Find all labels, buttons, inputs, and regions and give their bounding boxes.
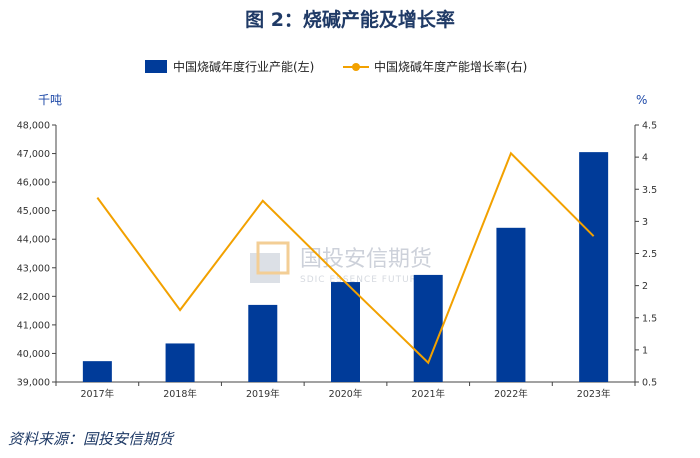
y-right-tick-label: 1.5	[642, 313, 657, 324]
source-note: 资料来源：国投安信期货	[8, 430, 174, 448]
legend-bar-label: 中国烧碱年度行业产能(左)	[173, 59, 314, 74]
x-tick-label: 2020年	[329, 388, 363, 400]
x-ticks: 2017年 2018年 2019年 2020年 2021年 2022年 2023年	[55, 382, 636, 400]
y-left-tick-label: 43,000	[17, 263, 50, 274]
y-left-unit: 千吨	[38, 93, 62, 107]
watermark-logo-frame	[256, 241, 290, 275]
x-tick-label: 2022年	[494, 388, 528, 400]
bar	[331, 282, 360, 382]
legend-line-label: 中国烧碱年度产能增长率(右)	[374, 59, 527, 74]
bar	[579, 152, 609, 382]
y-left-tick-label: 44,000	[17, 235, 50, 246]
y-left-tick-label: 40,000	[17, 349, 50, 360]
x-tick-label: 2019年	[246, 388, 280, 400]
x-tick-label: 2021年	[411, 388, 445, 400]
y-right-unit: %	[636, 93, 647, 107]
y-right-tick-label: 2.5	[642, 249, 657, 260]
series-line	[96, 151, 595, 365]
y-left-ticks: 39,000 40,000 41,000 42,000 43,000 44,000 45,0…	[17, 121, 56, 389]
y-right-tick-label: 4.5	[642, 121, 657, 132]
bar	[82, 361, 112, 382]
y-right-tick-label: 3	[642, 217, 648, 228]
bar-series	[82, 152, 609, 382]
y-right-tick-label: 1	[642, 345, 648, 356]
y-right-ticks: 0.5 1 1.5 2 2.5 3 3.5 4 4.5	[635, 121, 657, 389]
bar	[165, 343, 195, 382]
watermark-text: 国投安信期货	[300, 247, 432, 272]
y-left-tick-label: 46,000	[17, 178, 50, 189]
bar	[496, 227, 526, 382]
y-right-tick-label: 2	[642, 281, 648, 292]
y-left-tick-label: 41,000	[17, 320, 50, 331]
y-left-tick-label: 48,000	[17, 121, 50, 132]
x-tick-label: 2018年	[163, 388, 197, 400]
line-series	[96, 151, 595, 365]
legend: 中国烧碱年度行业产能(左) 中国烧碱年度产能增长率(右)	[145, 59, 527, 74]
y-left-tick-label: 47,000	[17, 149, 50, 160]
legend-bar-swatch	[145, 60, 167, 73]
legend-line-marker	[352, 63, 360, 71]
y-left-tick-label: 42,000	[17, 292, 50, 303]
y-right-tick-label: 0.5	[642, 378, 657, 389]
chart-title: 图 2：烧碱产能及增长率	[245, 8, 455, 31]
x-tick-label: 2017年	[81, 388, 115, 400]
watermark-sub: SDIC ESSENCE FUTURES	[300, 275, 430, 285]
watermark-logo	[250, 253, 280, 283]
y-right-tick-label: 4	[642, 153, 648, 164]
bar	[248, 304, 278, 382]
y-left-tick-label: 45,000	[17, 206, 50, 217]
x-tick-label: 2023年	[577, 388, 611, 400]
y-right-tick-label: 3.5	[642, 185, 657, 196]
bar	[413, 274, 443, 382]
y-left-tick-label: 39,000	[17, 378, 50, 389]
